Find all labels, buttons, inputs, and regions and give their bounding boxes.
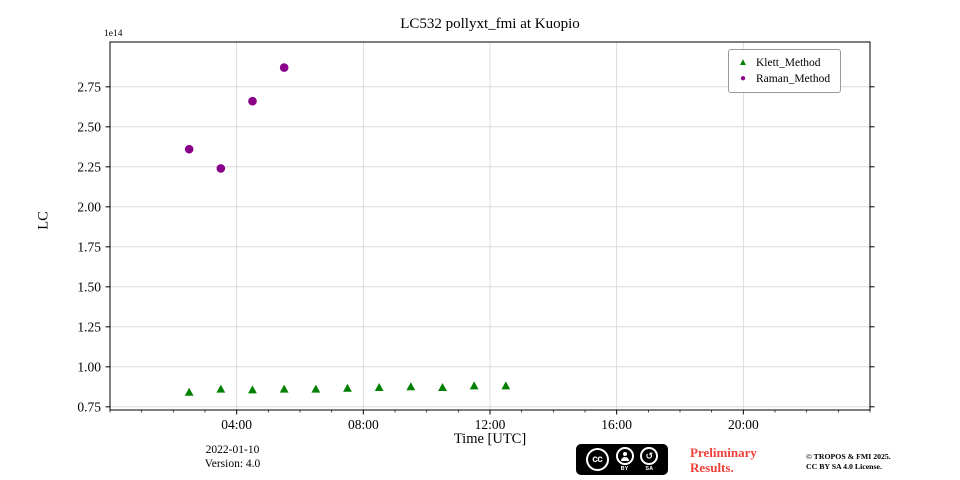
cc-sa-item: ↺ SA <box>640 447 659 472</box>
legend-item-raman: ● Raman_Method <box>737 71 830 87</box>
data-point-raman_method <box>279 63 289 72</box>
data-point-klett_method <box>501 381 511 390</box>
x-tick-label: 04:00 <box>221 417 252 432</box>
copyright-line2: CC BY SA 4.0 License. <box>806 461 882 471</box>
y-tick-label: 2.00 <box>77 199 101 214</box>
cc-icon: cc <box>585 448 609 471</box>
y-axis-label: LC <box>35 211 52 230</box>
x-tick-label: 20:00 <box>728 417 759 432</box>
legend-label-klett: Klett_Method <box>756 57 821 69</box>
date-version-block: 2022-01-10 Version: 4.0 <box>165 443 300 471</box>
y-tick-label: 2.50 <box>77 119 101 134</box>
y-tick-label: 2.25 <box>77 159 101 174</box>
x-tick-label: 16:00 <box>601 417 632 432</box>
y-axis-offset-label: 1e14 <box>104 29 123 39</box>
legend-label-raman: Raman_Method <box>756 73 831 85</box>
data-point-klett_method <box>184 387 194 396</box>
data-point-klett_method <box>216 384 226 393</box>
cc-by-item: BY <box>615 447 634 472</box>
version-label: Version: 4.0 <box>204 458 261 470</box>
measurement-date: 2022-01-10 <box>205 444 260 456</box>
preliminary-results-text: Preliminary Results. <box>690 445 757 475</box>
cc-license-badge[interactable]: cc BY ↺ SA <box>576 444 668 475</box>
chart-title: LC532 pollyxt_fmi at Kuopio <box>400 16 580 32</box>
copyright-text: © TROPOS & FMI 2025. CC BY SA 4.0 Licens… <box>806 452 891 471</box>
data-point-klett_method <box>343 383 352 392</box>
y-tick-label: 1.50 <box>77 279 101 294</box>
data-point-raman_method <box>184 144 194 154</box>
data-point-klett_method <box>279 384 289 393</box>
data-point-klett_method <box>438 383 447 391</box>
y-tick-label: 1.25 <box>77 319 101 334</box>
sa-arrow-icon: ↺ <box>640 447 659 465</box>
data-point-raman_method <box>248 96 257 106</box>
y-tick-label: 0.75 <box>77 399 101 414</box>
data-point-klett_method <box>406 382 416 391</box>
data-point-raman_method <box>216 164 226 173</box>
triangle-marker-icon: ▲ <box>738 57 748 68</box>
data-point-klett_method <box>469 381 479 390</box>
y-tick-label: 1.00 <box>77 359 101 374</box>
data-point-klett_method <box>311 384 321 393</box>
data-point-klett_method <box>374 383 384 391</box>
y-tick-label: 1.75 <box>77 239 101 254</box>
data-point-klett_method <box>248 385 257 394</box>
legend-item-klett: ▲ Klett_Method <box>737 55 830 71</box>
legend: ▲ Klett_Method ● Raman_Method <box>728 49 842 93</box>
preliminary-line1: Preliminary <box>690 445 757 460</box>
y-tick-label: 2.75 <box>77 79 101 94</box>
x-tick-label: 12:00 <box>475 417 506 432</box>
x-axis-label: Time [UTC] <box>453 431 527 447</box>
by-label: BY <box>620 466 629 472</box>
copyright-line1: © TROPOS & FMI 2025. <box>806 452 891 461</box>
sa-label: SA <box>645 466 654 472</box>
circle-marker-icon: ● <box>739 73 747 84</box>
by-person-icon <box>615 447 634 465</box>
preliminary-line2: Results. <box>690 460 734 475</box>
x-tick-label: 08:00 <box>348 417 379 432</box>
